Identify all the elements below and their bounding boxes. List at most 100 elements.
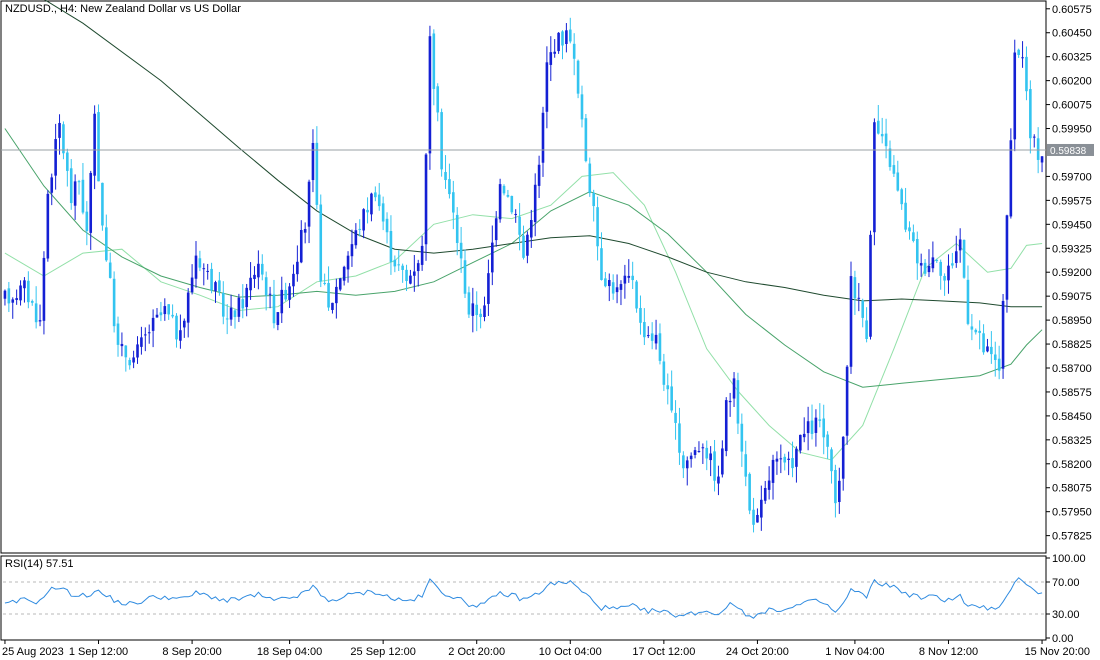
- candle-body: [1005, 215, 1009, 300]
- candle: [1001, 293, 1005, 379]
- price-tick-label: 0.60200: [1052, 76, 1092, 88]
- candle-body: [584, 118, 588, 162]
- candle-body: [604, 278, 607, 287]
- candle: [826, 431, 829, 459]
- candle-body: [405, 269, 408, 282]
- candle-body: [787, 458, 790, 460]
- candle: [923, 258, 927, 277]
- candle-body: [643, 322, 646, 338]
- candle: [245, 283, 248, 317]
- price-tick-label: 0.58450: [1052, 411, 1092, 423]
- candle-body: [366, 209, 369, 213]
- candle: [147, 324, 151, 344]
- candle: [596, 196, 599, 261]
- candle-body: [1009, 140, 1013, 217]
- candle: [689, 452, 693, 468]
- candle-body: [459, 242, 463, 259]
- candle: [990, 331, 993, 364]
- candle: [888, 140, 892, 171]
- candle: [452, 180, 455, 230]
- candle: [545, 46, 549, 129]
- candle: [483, 296, 486, 322]
- candle-body: [623, 275, 627, 284]
- candle: [947, 254, 950, 294]
- candle: [927, 249, 931, 278]
- candle-body: [479, 313, 482, 318]
- candle-body: [452, 192, 455, 213]
- candle: [409, 269, 412, 285]
- rsi-tick-label: 0.00: [1052, 633, 1073, 645]
- candle-body: [93, 113, 96, 176]
- candle-body: [760, 499, 763, 518]
- candle-body: [268, 293, 272, 295]
- candle: [526, 231, 529, 264]
- candle: [366, 197, 369, 224]
- candle: [30, 299, 34, 306]
- candle: [1025, 46, 1028, 101]
- candle: [105, 214, 108, 262]
- candle-body: [494, 218, 498, 241]
- candle: [416, 259, 420, 287]
- candle: [958, 228, 962, 263]
- candle: [775, 451, 779, 475]
- candle: [292, 264, 295, 297]
- candle-body: [280, 289, 284, 314]
- candle: [307, 179, 311, 244]
- candle: [249, 262, 252, 300]
- candle: [66, 148, 69, 187]
- candle: [533, 173, 537, 237]
- candle: [237, 293, 241, 323]
- candle-body: [802, 433, 806, 438]
- candle-body: [483, 305, 486, 318]
- candle-body: [588, 163, 592, 194]
- candle-body: [19, 285, 22, 301]
- candle-body: [3, 290, 7, 299]
- candle-body: [292, 273, 295, 287]
- candle: [986, 338, 989, 353]
- candle-body: [853, 277, 857, 299]
- candle-body: [791, 458, 794, 469]
- candle-body: [600, 248, 603, 280]
- candle: [1017, 48, 1020, 58]
- candle-body: [553, 51, 556, 54]
- candle: [643, 308, 646, 346]
- candle-body: [1025, 56, 1028, 92]
- candle: [257, 250, 260, 290]
- candle-body: [615, 287, 619, 293]
- candle: [182, 318, 186, 338]
- candle-body: [448, 179, 451, 195]
- candle: [861, 298, 865, 328]
- candle-body: [876, 120, 880, 134]
- candle-body: [580, 94, 584, 120]
- candle: [705, 440, 709, 471]
- candle: [611, 274, 615, 300]
- candle: [557, 32, 560, 54]
- time-axis[interactable]: 25 Aug 2023 1 Sep 12:00 8 Sep 20:00 18 Sep …: [2, 640, 1090, 658]
- candle: [869, 230, 872, 340]
- candle-body: [50, 177, 54, 193]
- candle-body: [728, 400, 732, 403]
- candle: [159, 301, 163, 322]
- rsi-tick-label: 100.00: [1052, 553, 1086, 565]
- candle: [740, 413, 744, 467]
- candle-body: [662, 361, 666, 385]
- candle-body: [806, 421, 810, 434]
- candle-body: [810, 420, 814, 434]
- candle-body: [756, 514, 759, 523]
- candle: [214, 280, 217, 303]
- candle: [1005, 214, 1009, 313]
- candle-body: [970, 326, 974, 330]
- candle: [186, 288, 190, 338]
- candle: [584, 113, 588, 163]
- candle: [822, 404, 826, 455]
- candle-body: [752, 509, 755, 525]
- candle: [619, 280, 623, 306]
- candle-body: [241, 299, 245, 309]
- rsi-tick-label: 30.00: [1052, 609, 1080, 621]
- candle-body: [498, 184, 502, 220]
- price-axis[interactable]: 0.60575 0.60450 0.60325 0.60200 0.60075 0.599…: [1046, 4, 1092, 543]
- candle: [849, 261, 853, 374]
- candle-body: [674, 412, 677, 423]
- candle-body: [487, 273, 490, 304]
